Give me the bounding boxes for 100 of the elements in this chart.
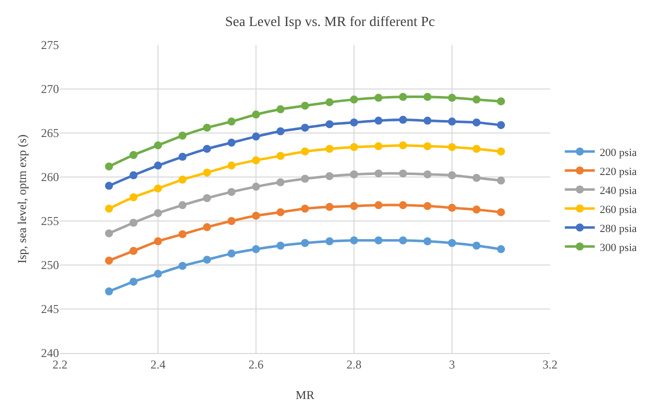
point bbox=[154, 270, 162, 278]
point bbox=[374, 94, 382, 102]
x-tick-label: 2.8 bbox=[346, 357, 362, 372]
legend-label: 300 psia bbox=[600, 242, 637, 254]
point bbox=[178, 152, 186, 161]
point bbox=[374, 201, 382, 210]
point bbox=[228, 217, 236, 225]
y-tick-label: 245 bbox=[41, 302, 59, 316]
point bbox=[326, 120, 334, 128]
chart-title: Sea Level Isp vs. MR for different Pc bbox=[225, 14, 435, 30]
point bbox=[203, 144, 211, 153]
point bbox=[448, 239, 456, 247]
y-tick-label: 265 bbox=[41, 126, 59, 140]
point bbox=[424, 202, 432, 210]
point bbox=[178, 132, 186, 140]
point bbox=[301, 204, 309, 213]
point bbox=[326, 98, 334, 106]
point bbox=[252, 245, 260, 254]
point bbox=[178, 230, 186, 238]
point bbox=[154, 209, 162, 218]
point bbox=[399, 92, 407, 101]
point bbox=[472, 242, 480, 250]
point bbox=[350, 236, 358, 244]
y-axis-title: Isp, sea level, optm exp (s) bbox=[15, 134, 29, 264]
y-tick-label: 250 bbox=[41, 258, 59, 272]
point bbox=[276, 242, 284, 250]
point bbox=[399, 141, 407, 150]
point bbox=[472, 144, 480, 153]
point bbox=[105, 162, 113, 170]
point bbox=[276, 127, 284, 136]
point bbox=[424, 116, 432, 125]
point bbox=[252, 132, 260, 141]
x-tick-label: 3 bbox=[449, 357, 455, 372]
point bbox=[448, 143, 456, 152]
point bbox=[203, 168, 211, 177]
point bbox=[154, 141, 162, 150]
point bbox=[130, 246, 138, 255]
point bbox=[105, 182, 113, 190]
point bbox=[301, 239, 309, 247]
point bbox=[448, 204, 456, 212]
point bbox=[105, 287, 113, 296]
point bbox=[252, 156, 260, 164]
point bbox=[374, 116, 382, 125]
point bbox=[105, 256, 113, 265]
point bbox=[374, 142, 382, 150]
x-tick-label: 2.4 bbox=[150, 357, 166, 372]
point bbox=[374, 236, 382, 244]
point bbox=[448, 118, 456, 126]
y-tick-label: 270 bbox=[41, 82, 59, 96]
point bbox=[472, 96, 480, 104]
point bbox=[424, 142, 432, 150]
point bbox=[130, 278, 138, 286]
point bbox=[424, 237, 432, 246]
point bbox=[154, 184, 162, 192]
point bbox=[105, 204, 113, 213]
y-tick-label: 255 bbox=[41, 214, 59, 228]
legend-label: 220 psia bbox=[600, 166, 637, 178]
point bbox=[301, 147, 309, 156]
point bbox=[497, 208, 505, 216]
point bbox=[154, 162, 162, 170]
point bbox=[178, 201, 186, 210]
point bbox=[472, 206, 480, 214]
x-tick-label: 2.6 bbox=[248, 357, 264, 372]
point bbox=[228, 138, 236, 147]
point bbox=[424, 92, 432, 101]
point bbox=[374, 169, 382, 178]
point bbox=[203, 223, 211, 232]
point bbox=[497, 245, 505, 254]
point bbox=[448, 94, 456, 102]
legend-label: 260 psia bbox=[600, 204, 637, 216]
point bbox=[252, 110, 260, 119]
point bbox=[228, 188, 236, 196]
point bbox=[105, 229, 113, 238]
point bbox=[472, 118, 480, 126]
point bbox=[252, 182, 260, 191]
point bbox=[448, 171, 456, 180]
point bbox=[228, 162, 236, 170]
legend-label: 240 psia bbox=[600, 184, 637, 197]
point bbox=[472, 174, 480, 182]
point bbox=[130, 193, 138, 202]
point bbox=[350, 118, 358, 126]
point bbox=[178, 262, 186, 270]
point bbox=[326, 172, 334, 180]
y-tick-label: 275 bbox=[41, 38, 59, 52]
point bbox=[399, 201, 407, 210]
point bbox=[154, 237, 162, 246]
point bbox=[276, 152, 284, 160]
point bbox=[326, 202, 334, 211]
point bbox=[203, 194, 211, 202]
point bbox=[203, 124, 211, 132]
x-tick-label: 3.2 bbox=[542, 357, 558, 372]
point bbox=[301, 174, 309, 183]
point bbox=[252, 212, 260, 220]
point bbox=[301, 102, 309, 110]
point bbox=[178, 176, 186, 184]
x-axis-title: MR bbox=[296, 388, 314, 402]
point bbox=[497, 147, 505, 156]
point bbox=[228, 250, 236, 258]
point bbox=[203, 256, 211, 264]
point bbox=[399, 236, 407, 244]
